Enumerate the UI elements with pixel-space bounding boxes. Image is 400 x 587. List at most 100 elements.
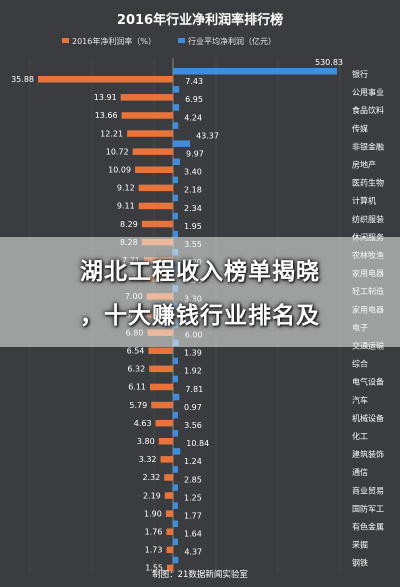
category-label: 汽车 <box>352 395 368 405</box>
category-label: 化工 <box>352 431 368 441</box>
category-label: 休闲服务 <box>352 232 384 242</box>
data-label-right: 1.95 <box>184 222 202 231</box>
data-label-right: 6.95 <box>185 95 203 104</box>
headline-banner <box>0 237 400 347</box>
legend: 2016年净利润率（%） 行业平均净利润（亿元） <box>62 36 276 46</box>
data-label-right: 1.25 <box>184 493 202 502</box>
bar-left <box>38 76 173 83</box>
bar-left <box>160 456 173 463</box>
data-label-left: 10.09 <box>108 166 131 175</box>
footer-source: 制图：21数据新闻实验室 <box>152 569 248 580</box>
bar-left <box>165 510 173 517</box>
bar-left <box>166 528 173 535</box>
bar-right <box>173 357 178 365</box>
legend-swatch-0 <box>62 38 69 43</box>
bar-left <box>138 202 173 210</box>
bar-right <box>173 86 180 93</box>
chart-title: 2016年行业净利润率排行榜 <box>117 12 283 28</box>
headline-line-2: ，十大赚钱行业排名及 <box>80 303 320 329</box>
bar-left <box>148 347 173 354</box>
bar-left <box>164 474 173 481</box>
data-label-left: 10.72 <box>106 147 129 156</box>
bar-left <box>121 112 173 119</box>
bar-right <box>173 68 337 75</box>
bar-left <box>150 383 173 391</box>
data-label-right: 1.64 <box>184 530 202 539</box>
category-label: 医药生物 <box>352 178 384 188</box>
category-label: 通信 <box>352 467 368 477</box>
bar-left <box>141 220 173 228</box>
data-label-right: 0.97 <box>184 403 202 412</box>
data-label-right: 9.97 <box>186 150 204 159</box>
bar-right <box>173 140 191 147</box>
bar-left <box>135 166 173 173</box>
category-label: 纺织服装 <box>352 214 384 224</box>
category-label: 钢铁 <box>352 558 368 568</box>
data-label-right: 4.24 <box>184 113 202 122</box>
bar-left <box>164 492 173 499</box>
data-label-left: 4.63 <box>134 419 152 428</box>
data-label-left: 5.79 <box>129 401 147 410</box>
data-label-right: 1.77 <box>184 512 202 521</box>
data-label-left: 6.54 <box>127 347 145 356</box>
data-label-left: 1.55 <box>145 564 163 573</box>
bar-left <box>155 419 173 427</box>
category-label: 银行 <box>352 69 368 79</box>
data-label-left: 9.11 <box>117 202 135 211</box>
data-label-right: 7.81 <box>185 385 203 394</box>
data-label-left: 3.32 <box>139 455 157 464</box>
bar-right <box>173 122 179 129</box>
bar-left <box>151 401 173 409</box>
legend-swatch-1 <box>178 38 185 43</box>
data-label-right: 1.92 <box>184 367 202 376</box>
category-label: 采掘 <box>352 540 368 550</box>
headline-line-1: 湖北工程收入榜单揭晓 <box>80 259 320 285</box>
data-label-left: 35.88 <box>11 75 34 84</box>
bar-right <box>173 430 179 437</box>
data-label-left: 8.29 <box>120 220 138 229</box>
data-label-left: 6.32 <box>127 365 145 374</box>
category-label: 综合 <box>352 359 368 369</box>
bar-left <box>149 365 173 373</box>
category-label: 电气设备 <box>352 377 384 387</box>
bar-right <box>173 520 178 527</box>
data-label-right: 1.39 <box>184 349 202 358</box>
data-label-left: 2.32 <box>142 473 160 482</box>
data-label-right: 2.18 <box>184 186 202 195</box>
bar-left <box>167 564 173 572</box>
category-label: 有色金属 <box>352 522 384 532</box>
marks: 35.88 530.83 银行 13.91 7.43 公用事业 13.66 6.95 食品饮料 1… <box>11 58 384 573</box>
bar-right <box>173 212 178 220</box>
bar-left <box>166 546 173 554</box>
bar-left <box>158 438 173 445</box>
bar-right <box>173 466 178 473</box>
bar-left <box>120 94 173 101</box>
data-label-right: 3.40 <box>184 168 202 177</box>
category-label: 非银金融 <box>352 141 384 151</box>
data-label-left: 3.80 <box>137 437 155 446</box>
category-label: 计算机 <box>352 196 376 206</box>
bar-right <box>173 375 178 383</box>
bar-right <box>173 194 178 202</box>
bar-right <box>173 538 178 546</box>
category-label: 食品饮料 <box>352 105 384 115</box>
category-label: 机械设备 <box>352 413 384 423</box>
bar-right <box>173 484 178 491</box>
data-label-left: 1.90 <box>144 509 162 518</box>
bar-right <box>173 176 179 184</box>
data-label-left: 9.12 <box>117 184 135 193</box>
bar-right <box>173 230 178 238</box>
data-label-right: 2.34 <box>184 204 202 213</box>
data-label-right: 1.24 <box>184 457 202 466</box>
legend-label-0: 2016年净利润率（%） <box>72 36 156 46</box>
data-label-left: 6.11 <box>128 383 146 392</box>
data-label-right: 3.56 <box>184 421 202 430</box>
data-label-right: 530.83 <box>315 58 343 67</box>
data-label-left: 12.21 <box>100 129 123 138</box>
category-label: 建筑装饰 <box>352 449 384 459</box>
data-label-right: 43.37 <box>196 131 219 140</box>
data-label-left: 13.66 <box>95 111 118 120</box>
data-label-right: 7.43 <box>185 77 203 86</box>
data-label-right: 4.37 <box>184 548 202 557</box>
